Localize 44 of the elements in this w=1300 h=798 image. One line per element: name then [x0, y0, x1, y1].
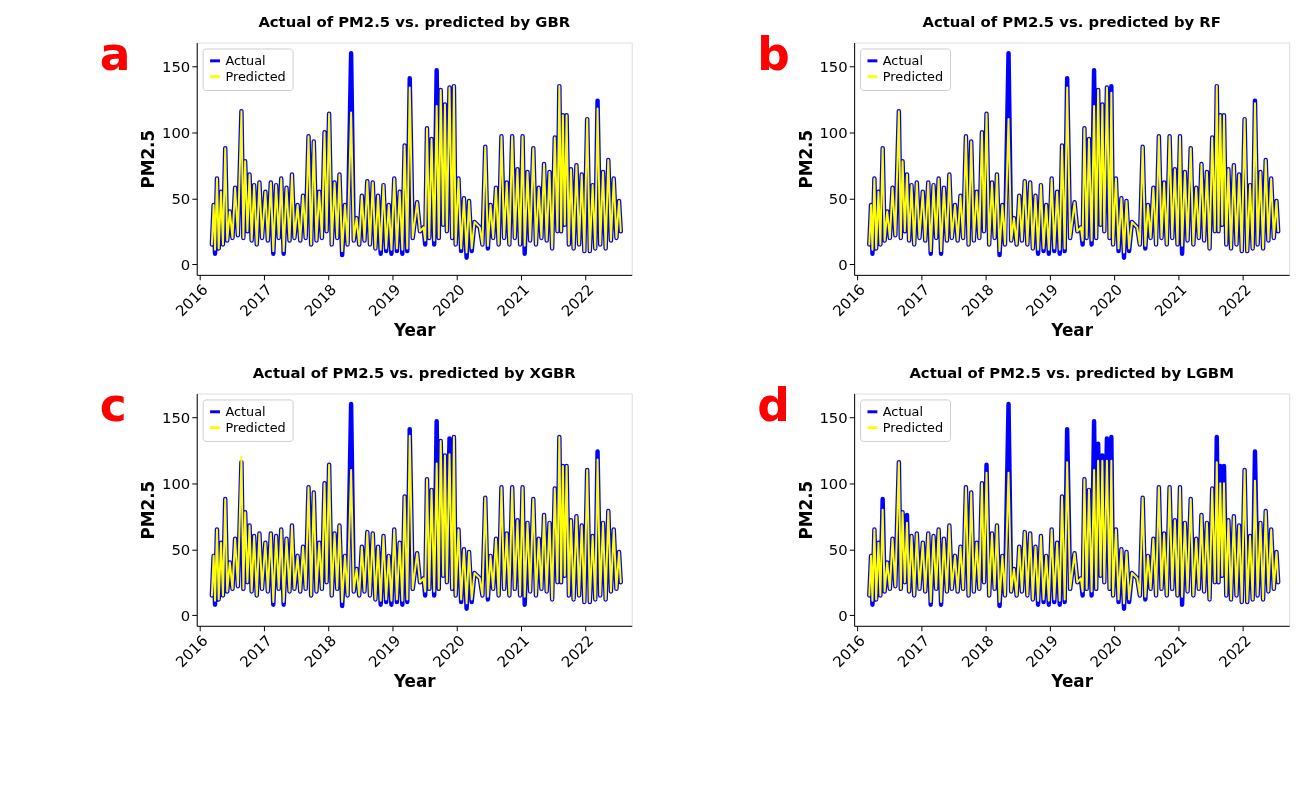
- y-tick-label: 0: [838, 606, 848, 624]
- y-tick-label: 50: [828, 189, 848, 207]
- x-axis-title: Year: [392, 320, 437, 341]
- y-tick-label: 0: [180, 255, 191, 273]
- chart-title: Actual of PM2.5 vs. predicted by XGBR: [252, 363, 577, 381]
- y-axis-title: PM2.5: [795, 480, 816, 540]
- x-axis-title: Year: [1050, 320, 1094, 341]
- y-tick-label: 150: [819, 408, 848, 426]
- text: d: [757, 379, 790, 433]
- y-tick-label: 100: [819, 123, 848, 141]
- legend-label: Predicted: [882, 419, 944, 435]
- chart-title: Actual of PM2.5 vs. predicted by RF: [922, 12, 1221, 30]
- y-tick-label: 50: [171, 540, 191, 558]
- y-axis-title: PM2.5: [795, 129, 816, 189]
- y-tick-label: 150: [162, 57, 191, 75]
- line-series: [868, 85, 1280, 254]
- y-tick-label: 100: [162, 123, 191, 141]
- legend-label: Predicted: [225, 419, 286, 435]
- chart-title: Actual of PM2.5 vs. predicted by LGBM: [909, 363, 1234, 381]
- line-series: [868, 459, 1280, 605]
- legend-label: Actual: [225, 52, 266, 68]
- chart-title: Actual of PM2.5 vs. predicted by GBR: [258, 12, 571, 30]
- line-series: [210, 85, 622, 254]
- legend-label: Predicted: [225, 68, 286, 84]
- y-axis-title: PM2.5: [138, 480, 159, 540]
- y-tick-label: 150: [819, 57, 848, 75]
- y-tick-label: 150: [162, 408, 191, 426]
- legend-label: Predicted: [882, 68, 944, 84]
- text: c: [99, 379, 127, 433]
- y-tick-label: 0: [838, 255, 848, 273]
- legend-label: Actual: [225, 403, 266, 419]
- y-tick-label: 100: [819, 474, 848, 492]
- legend-label: Actual: [882, 52, 924, 68]
- y-tick-label: 50: [171, 189, 191, 207]
- x-axis-title: Year: [392, 671, 437, 692]
- y-tick-label: 0: [180, 606, 191, 624]
- line-series: [210, 434, 622, 605]
- legend-label: Actual: [882, 403, 924, 419]
- x-axis-title: Year: [1050, 671, 1094, 692]
- y-axis-title: PM2.5: [138, 129, 159, 189]
- text: a: [99, 28, 131, 82]
- y-tick-label: 50: [828, 540, 848, 558]
- text: b: [757, 28, 790, 82]
- y-tick-label: 100: [162, 474, 191, 492]
